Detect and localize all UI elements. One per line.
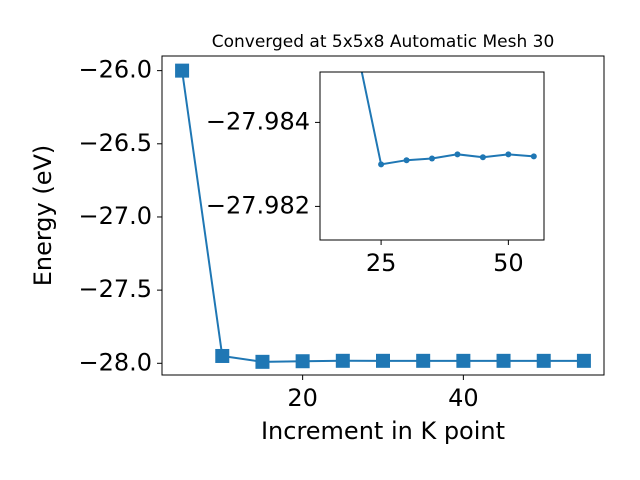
y-tick-label: −26.0 — [78, 56, 152, 84]
chart-title: Converged at 5x5x8 Automatic Mesh 30 — [212, 32, 555, 52]
marker — [255, 354, 270, 369]
axes-frame — [319, 71, 545, 241]
series-line — [360, 72, 534, 166]
marker — [479, 154, 486, 161]
marker — [536, 353, 551, 368]
marker — [454, 151, 461, 158]
x-tick-label: 25 — [366, 249, 397, 277]
marker — [215, 348, 230, 363]
y-tick-label: −27.5 — [78, 275, 152, 303]
x-tick-label: 50 — [493, 249, 524, 277]
y-axis-label: Energy (eV) — [29, 145, 57, 287]
plot-area — [360, 72, 537, 168]
marker — [376, 353, 390, 368]
x-axis-label: Increment in K point — [261, 417, 505, 445]
marker — [505, 151, 512, 158]
marker — [335, 353, 350, 368]
y-tick-label: −27.984 — [206, 107, 310, 135]
marker — [576, 353, 591, 368]
plot-area — [175, 63, 591, 369]
x-tick-label: 40 — [448, 384, 479, 412]
y-tick-label: −27.982 — [206, 191, 310, 219]
x-tick-label: 20 — [287, 384, 318, 412]
y-tick-label: −27.0 — [78, 202, 152, 230]
marker — [403, 157, 410, 164]
axes-frame — [161, 55, 605, 376]
y-tick-label: −26.5 — [78, 129, 152, 157]
marker — [456, 353, 471, 368]
marker — [378, 161, 385, 168]
marker — [175, 63, 190, 78]
marker — [429, 155, 435, 162]
marker — [530, 153, 537, 160]
marker — [496, 353, 511, 368]
marker — [416, 353, 431, 368]
marker — [295, 354, 310, 369]
y-tick-label: −28.0 — [78, 348, 152, 376]
